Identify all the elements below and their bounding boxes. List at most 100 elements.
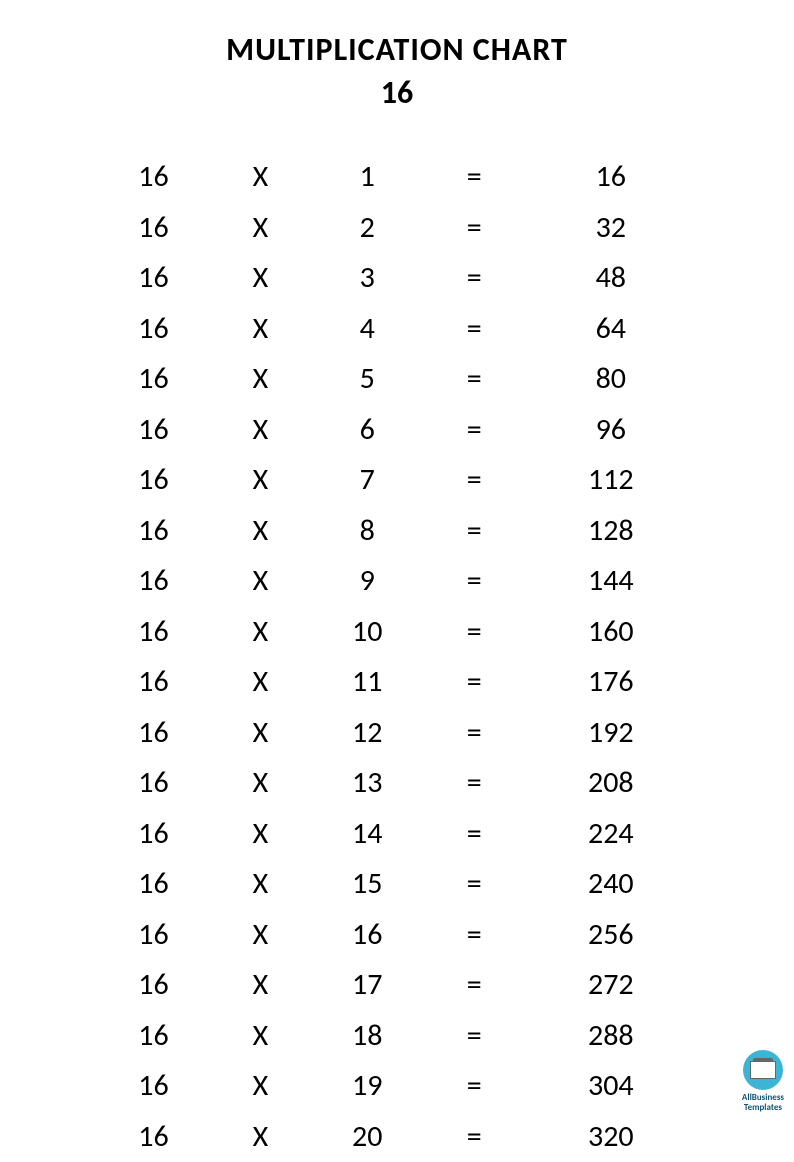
- equals-cell: =: [421, 708, 528, 759]
- equals-cell: =: [421, 1112, 528, 1162]
- operator-cell: X: [207, 304, 314, 355]
- result-cell: 192: [528, 708, 694, 759]
- result-cell: 64: [528, 304, 694, 355]
- multiplicand-cell: 16: [100, 708, 207, 759]
- table-row: 16X10=160: [100, 607, 694, 658]
- multiplier-cell: 11: [314, 657, 421, 708]
- operator-cell: X: [207, 960, 314, 1011]
- multiplicand-cell: 16: [100, 960, 207, 1011]
- multiplier-cell: 13: [314, 758, 421, 809]
- equals-cell: =: [421, 607, 528, 658]
- table-row: 16X8=128: [100, 506, 694, 557]
- operator-cell: X: [207, 556, 314, 607]
- equals-cell: =: [421, 657, 528, 708]
- table-row: 16X15=240: [100, 859, 694, 910]
- multiplicand-cell: 16: [100, 1011, 207, 1062]
- equals-cell: =: [421, 304, 528, 355]
- operator-cell: X: [207, 607, 314, 658]
- table-row: 16X19=304: [100, 1061, 694, 1112]
- table-row: 16X1=16: [100, 152, 694, 203]
- multiplicand-cell: 16: [100, 1112, 207, 1162]
- table-row: 16X20=320: [100, 1112, 694, 1162]
- laptop-icon: [743, 1050, 783, 1090]
- multiplicand-cell: 16: [100, 354, 207, 405]
- multiplication-table: 16X1=1616X2=3216X3=4816X4=6416X5=8016X6=…: [100, 152, 694, 1162]
- equals-cell: =: [421, 960, 528, 1011]
- operator-cell: X: [207, 708, 314, 759]
- result-cell: 32: [528, 203, 694, 254]
- equals-cell: =: [421, 556, 528, 607]
- result-cell: 96: [528, 405, 694, 456]
- multiplier-cell: 2: [314, 203, 421, 254]
- multiplier-cell: 9: [314, 556, 421, 607]
- operator-cell: X: [207, 253, 314, 304]
- table-row: 16X11=176: [100, 657, 694, 708]
- watermark-text-line2: Templates: [742, 1103, 784, 1113]
- operator-cell: X: [207, 758, 314, 809]
- multiplicand-cell: 16: [100, 607, 207, 658]
- table-row: 16X17=272: [100, 960, 694, 1011]
- result-cell: 144: [528, 556, 694, 607]
- equals-cell: =: [421, 809, 528, 860]
- table-row: 16X9=144: [100, 556, 694, 607]
- table-row: 16X5=80: [100, 354, 694, 405]
- multiplier-cell: 16: [314, 910, 421, 961]
- table-row: 16X16=256: [100, 910, 694, 961]
- multiplicand-cell: 16: [100, 455, 207, 506]
- multiplier-cell: 20: [314, 1112, 421, 1162]
- operator-cell: X: [207, 405, 314, 456]
- equals-cell: =: [421, 152, 528, 203]
- multiplier-cell: 6: [314, 405, 421, 456]
- equals-cell: =: [421, 1011, 528, 1062]
- operator-cell: X: [207, 859, 314, 910]
- table-row: 16X2=32: [100, 203, 694, 254]
- operator-cell: X: [207, 354, 314, 405]
- table-row: 16X7=112: [100, 455, 694, 506]
- result-cell: 80: [528, 354, 694, 405]
- equals-cell: =: [421, 203, 528, 254]
- page-title: MULTIPLICATION CHART: [0, 30, 794, 69]
- multiplier-cell: 3: [314, 253, 421, 304]
- multiplier-cell: 1: [314, 152, 421, 203]
- table-row: 16X12=192: [100, 708, 694, 759]
- operator-cell: X: [207, 657, 314, 708]
- table-row: 16X14=224: [100, 809, 694, 860]
- multiplier-cell: 19: [314, 1061, 421, 1112]
- table-row: 16X18=288: [100, 1011, 694, 1062]
- multiplier-cell: 18: [314, 1011, 421, 1062]
- equals-cell: =: [421, 1061, 528, 1112]
- multiplicand-cell: 16: [100, 859, 207, 910]
- page-subtitle: 16: [0, 73, 794, 112]
- equals-cell: =: [421, 455, 528, 506]
- equals-cell: =: [421, 405, 528, 456]
- table-row: 16X6=96: [100, 405, 694, 456]
- operator-cell: X: [207, 1061, 314, 1112]
- result-cell: 224: [528, 809, 694, 860]
- operator-cell: X: [207, 455, 314, 506]
- multiplicand-cell: 16: [100, 758, 207, 809]
- page-header: MULTIPLICATION CHART 16: [0, 0, 794, 152]
- result-cell: 16: [528, 152, 694, 203]
- result-cell: 272: [528, 960, 694, 1011]
- multiplier-cell: 4: [314, 304, 421, 355]
- equals-cell: =: [421, 354, 528, 405]
- multiplicand-cell: 16: [100, 506, 207, 557]
- result-cell: 288: [528, 1011, 694, 1062]
- multiplicand-cell: 16: [100, 657, 207, 708]
- result-cell: 256: [528, 910, 694, 961]
- operator-cell: X: [207, 203, 314, 254]
- multiplicand-cell: 16: [100, 152, 207, 203]
- equals-cell: =: [421, 859, 528, 910]
- table-row: 16X4=64: [100, 304, 694, 355]
- result-cell: 112: [528, 455, 694, 506]
- multiplier-cell: 17: [314, 960, 421, 1011]
- table-row: 16X13=208: [100, 758, 694, 809]
- result-cell: 48: [528, 253, 694, 304]
- multiplication-table-container: 16X1=1616X2=3216X3=4816X4=6416X5=8016X6=…: [0, 152, 794, 1162]
- multiplicand-cell: 16: [100, 809, 207, 860]
- multiplier-cell: 14: [314, 809, 421, 860]
- result-cell: 240: [528, 859, 694, 910]
- multiplicand-cell: 16: [100, 910, 207, 961]
- equals-cell: =: [421, 506, 528, 557]
- operator-cell: X: [207, 910, 314, 961]
